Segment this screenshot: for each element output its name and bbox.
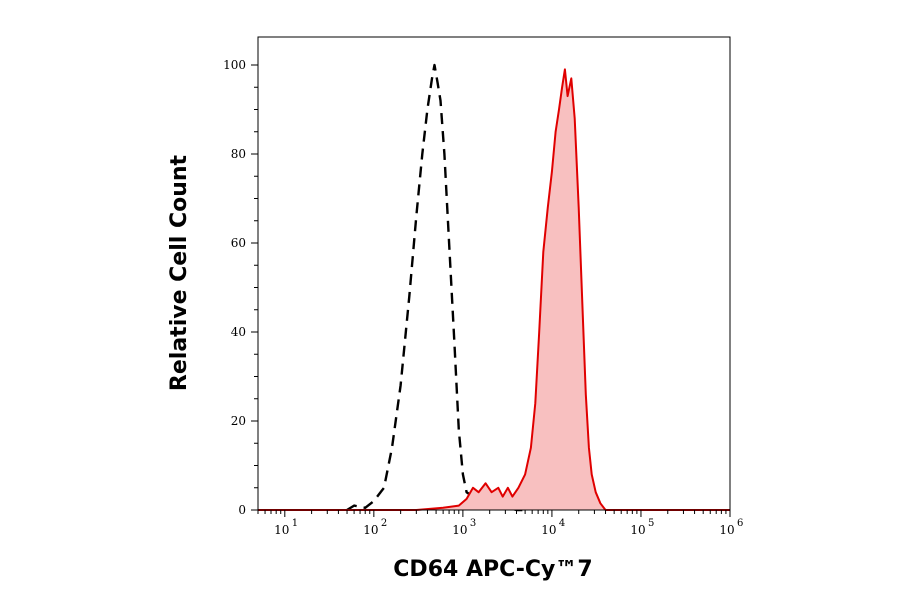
x-tick-exponent: 3 xyxy=(470,518,476,529)
x-tick-label: 10 xyxy=(363,523,378,537)
x-tick-exponent: 2 xyxy=(381,518,387,529)
x-tick-exponent: 6 xyxy=(737,518,743,529)
x-tick-exponent: 1 xyxy=(292,518,298,529)
plot-area xyxy=(258,63,730,512)
plot-frame xyxy=(257,36,731,511)
x-tick-label: 10 xyxy=(541,523,556,537)
x-tick-label: 10 xyxy=(274,523,289,537)
y-tick-label: 0 xyxy=(238,503,246,517)
series-1-fill xyxy=(258,69,730,511)
y-axis-title: Relative Cell Count xyxy=(167,154,192,391)
x-tick-exponent: 5 xyxy=(648,518,654,529)
x-tick-label: 10 xyxy=(630,523,645,537)
x-axis-title: CD64 APC-Cy™7 xyxy=(393,557,592,582)
x-tick-label: 10 xyxy=(452,523,467,537)
y-tick-label: 100 xyxy=(223,58,246,72)
x-tick-exponent: 4 xyxy=(559,518,565,529)
y-tick-label: 80 xyxy=(231,147,246,161)
x-tick-label: 10 xyxy=(719,523,734,537)
series-1-line xyxy=(258,68,730,511)
y-tick-label: 40 xyxy=(231,325,246,339)
series-0-line xyxy=(346,63,526,512)
y-tick-label: 60 xyxy=(231,236,246,250)
y-tick-label: 20 xyxy=(231,414,246,428)
